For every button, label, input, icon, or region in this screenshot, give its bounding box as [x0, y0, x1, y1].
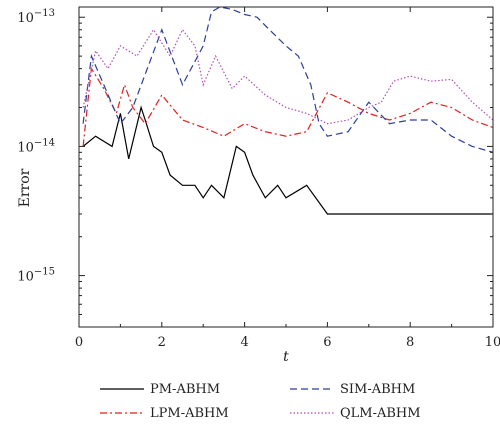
x-tick-label: 2	[158, 335, 166, 350]
x-axis-title: t	[283, 349, 289, 365]
y-tick-label: 10−15	[17, 267, 55, 285]
legend: PM-ABHM LPM-ABHM SIM-ABHM QLM-ABHM	[100, 382, 421, 421]
y-tick-exponent: −13	[34, 8, 55, 19]
x-tick-label: 10	[485, 335, 500, 350]
y-tick-exponent: −14	[34, 137, 55, 148]
legend-label-pm-abhm: PM-ABHM	[150, 382, 220, 397]
x-tick-label: 6	[323, 335, 331, 350]
y-axis-title: Error	[17, 168, 33, 207]
y-tick-label: 10−13	[17, 8, 55, 26]
x-tick-label: 8	[406, 335, 414, 350]
y-tick-label: 10−14	[17, 137, 55, 155]
plot-area	[82, 7, 493, 215]
series-line-pm-abhm	[82, 105, 493, 215]
series-line-qlm-abhm	[82, 28, 493, 125]
y-tick-exponent: −15	[34, 267, 55, 278]
series-line-lpm-abhm	[82, 66, 493, 147]
x-tick-label: 4	[240, 335, 248, 350]
plot-frame	[78, 6, 494, 328]
legend-label-sim-abhm: SIM-ABHM	[340, 382, 415, 397]
series-line-sim-abhm	[82, 7, 493, 153]
legend-label-qlm-abhm: QLM-ABHM	[340, 406, 421, 421]
x-tick-label: 0	[75, 335, 83, 350]
axes: 0 2 4 6 8 10 10−15 10−14 10−13	[17, 6, 500, 350]
legend-label-lpm-abhm: LPM-ABHM	[150, 406, 229, 421]
